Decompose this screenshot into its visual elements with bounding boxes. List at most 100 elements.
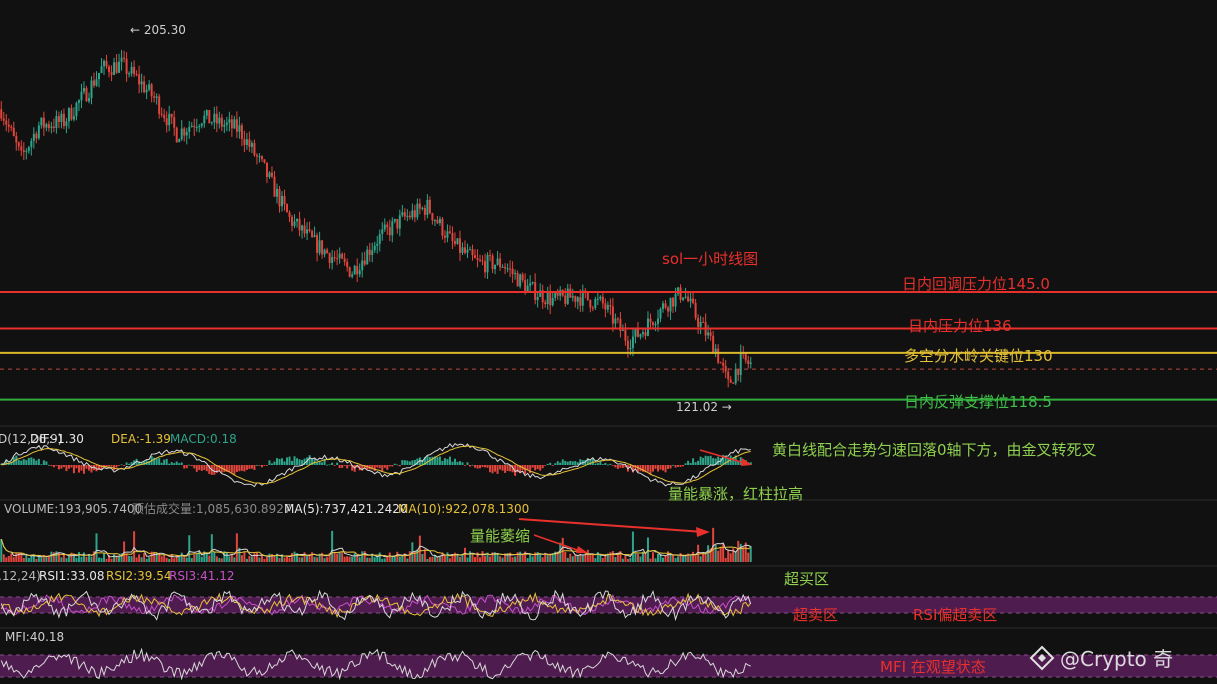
- candle-body: [519, 274, 522, 287]
- candle-body: [281, 196, 283, 207]
- volume-bar: [576, 554, 579, 562]
- volume-bar: [393, 555, 396, 562]
- macd-bar: [491, 465, 494, 474]
- macd-arrow: [699, 449, 752, 466]
- macd-bar: [406, 460, 409, 465]
- low-marker: 121.02 →: [676, 400, 732, 414]
- volume-bar: [574, 554, 577, 562]
- volume-bar: [699, 556, 702, 562]
- candle-body: [491, 255, 494, 270]
- volume-bar: [466, 557, 469, 562]
- candle-body: [283, 196, 286, 205]
- macd-bar: [178, 463, 181, 465]
- macd-bar: [90, 465, 93, 473]
- volume-bar: [403, 553, 406, 562]
- candle-body: [378, 233, 381, 244]
- macd-bar: [265, 465, 268, 466]
- macd-bar: [393, 463, 396, 465]
- macd-bar: [576, 462, 579, 465]
- candle-body: [549, 292, 552, 306]
- macd-bar: [175, 461, 178, 465]
- volume-bar: [373, 557, 376, 562]
- volume-bar: [15, 552, 18, 562]
- candle-body: [456, 238, 459, 244]
- volume-bar: [672, 554, 675, 562]
- macd-bar: [722, 454, 725, 465]
- candle-body: [293, 221, 296, 226]
- candle-body: [258, 156, 261, 158]
- macd-bar: [351, 465, 354, 471]
- volume-bar: [346, 556, 349, 562]
- macd-bar: [128, 463, 131, 465]
- macd-bar: [113, 465, 116, 471]
- macd-bar: [52, 465, 55, 468]
- macd-bar: [438, 456, 441, 465]
- macd-bar: [496, 465, 499, 474]
- candle-body: [248, 139, 251, 147]
- volume-bar: [589, 555, 592, 562]
- volume-bar: [298, 557, 301, 562]
- candle-body: [521, 274, 524, 281]
- volume-bar: [501, 557, 504, 562]
- candle-body: [609, 305, 612, 307]
- candle-body: [250, 143, 253, 147]
- candle-body: [15, 135, 18, 143]
- macd-bar: [361, 465, 364, 471]
- volume-bar: [113, 554, 116, 562]
- volume-bar: [438, 555, 441, 562]
- candle-body: [393, 219, 396, 222]
- volume-bar: [679, 553, 682, 562]
- candle-body: [286, 204, 289, 213]
- candle-body: [601, 296, 604, 304]
- candle-body: [303, 225, 306, 234]
- volume-bar: [521, 553, 524, 562]
- candle-body: [494, 264, 497, 270]
- candle-body: [243, 139, 246, 145]
- volume-bar: [544, 552, 547, 562]
- volume-bar: [358, 557, 361, 562]
- candle-body: [183, 128, 186, 136]
- candle-body: [481, 260, 484, 262]
- volume-bar: [286, 555, 289, 562]
- volume-bar: [190, 558, 193, 562]
- candle-body: [220, 117, 223, 127]
- macd-series: [0, 443, 752, 488]
- macd-bar: [208, 465, 211, 474]
- candle-body: [386, 224, 389, 228]
- volume-bar: [341, 552, 344, 562]
- candle-body: [529, 283, 532, 286]
- volume-bar: [441, 552, 444, 562]
- macd-bar: [10, 461, 13, 465]
- candle-body: [694, 302, 697, 318]
- candle-body: [586, 292, 589, 300]
- volume-bar: [7, 555, 10, 562]
- candle-body: [373, 245, 376, 251]
- macd-bar: [624, 465, 627, 468]
- macd-bar: [155, 458, 158, 465]
- candle-body: [57, 116, 60, 123]
- volume-bar: [526, 558, 529, 562]
- macd-bar: [168, 463, 171, 465]
- volume-bar: [621, 558, 624, 562]
- volume-bar: [160, 556, 163, 562]
- candle-body: [749, 362, 752, 364]
- macd-bar: [15, 455, 18, 465]
- candle-body: [739, 352, 742, 375]
- macd-bar: [431, 456, 434, 465]
- candle-body: [714, 348, 717, 354]
- rsi-header: ,12,24) RSI1:33.08 RSI2:39.54 RSI3:41.12: [0, 569, 235, 583]
- candle-body: [168, 113, 171, 126]
- candle-body: [135, 74, 138, 76]
- candle-body: [138, 74, 141, 85]
- candle-body: [403, 212, 406, 217]
- volume-bar: [581, 555, 584, 562]
- volume-bar: [714, 545, 717, 562]
- volume-bar: [722, 544, 725, 562]
- candle-body: [461, 247, 464, 253]
- candle-body: [649, 318, 652, 323]
- candle-body: [210, 122, 213, 124]
- macd-bar: [664, 465, 667, 473]
- macd-bar: [110, 465, 113, 467]
- candle-body: [351, 274, 354, 277]
- volume-bar: [611, 551, 614, 562]
